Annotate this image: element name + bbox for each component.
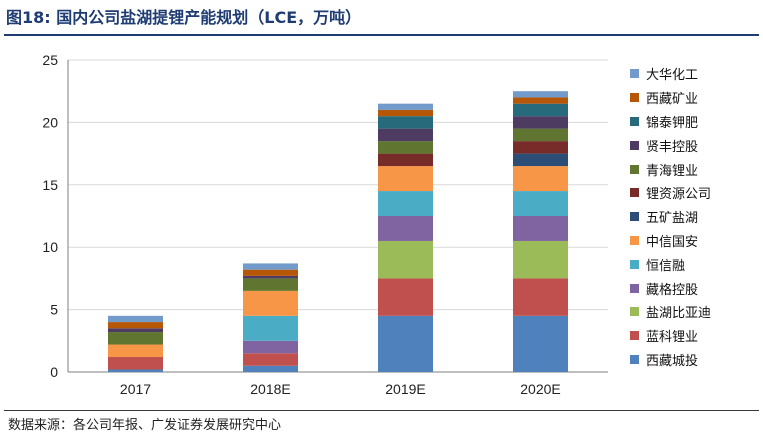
y-tick-label: 25 (42, 52, 58, 68)
legend-swatch (630, 283, 639, 293)
source-note: 数据来源：各公司年报、广发证券发展研究中心 (8, 418, 282, 433)
bar-segment-2020E (513, 191, 568, 216)
source-rule (4, 410, 759, 411)
legend-label: 西藏城投 (646, 353, 699, 369)
bar-segment-2018E (243, 365, 298, 372)
bar-segment-2017 (108, 344, 163, 358)
bar-segment-2019E (378, 141, 433, 154)
bar-segment-2020E (513, 153, 568, 167)
legend-item: 锦泰钾肥 (630, 110, 758, 134)
bar-segment-2019E (378, 109, 433, 117)
bar-segment-2020E (513, 166, 568, 192)
legend-item: 锂资源公司 (630, 181, 758, 205)
legend-item: 蓝科锂业 (630, 324, 758, 348)
legend-item: 青海锂业 (630, 157, 758, 181)
x-tick-label: 2017 (120, 381, 151, 397)
y-tick-label: 5 (50, 302, 58, 318)
legend-swatch (630, 331, 639, 341)
y-tick-label: 0 (50, 364, 58, 380)
legend-label: 藏格控股 (646, 282, 699, 298)
legend-item: 恒信融 (630, 252, 758, 276)
legend-label: 五矿盐湖 (646, 211, 699, 227)
legend-swatch (630, 259, 639, 269)
bar-segment-2019E (378, 315, 433, 372)
bar-segment-2020E (513, 141, 568, 154)
legend-label: 锂资源公司 (646, 187, 712, 203)
bar-segment-2017 (108, 357, 163, 370)
bar-segment-2018E (243, 278, 298, 291)
figure-title: 国内公司盐湖提锂产能规划（LCE，万吨） (56, 8, 362, 27)
x-tick-label: 2019E (385, 381, 425, 397)
bar-segment-2018E (243, 315, 298, 341)
bar-segment-2019E (378, 166, 433, 192)
legend-item: 藏格控股 (630, 276, 758, 300)
title-rule (4, 34, 759, 36)
legend-swatch (630, 69, 639, 79)
legend-label: 贤丰控股 (646, 139, 699, 155)
legend-label: 盐湖比亚迪 (646, 306, 712, 322)
bar-segment-2020E (513, 128, 568, 142)
bar-segment-2019E (378, 278, 433, 316)
bar-segment-2020E (513, 315, 568, 372)
legend-label: 蓝科锂业 (646, 330, 699, 346)
x-tick-label: 2020E (520, 381, 560, 397)
legend-label: 大华化工 (646, 68, 699, 84)
bar-segment-2018E (243, 263, 298, 270)
figure-label: 图18: (6, 8, 51, 27)
legend-item: 西藏矿业 (630, 86, 758, 110)
legend-swatch (630, 212, 639, 222)
y-tick-label: 10 (42, 239, 58, 255)
bar-segment-2018E (243, 269, 298, 276)
bar-segment-2019E (378, 191, 433, 216)
bar-segment-2019E (378, 128, 433, 142)
bar-segment-2019E (378, 153, 433, 167)
bar-segment-2020E (513, 116, 568, 129)
bar-segment-2018E (243, 290, 298, 316)
bar-segment-2019E (378, 240, 433, 279)
bar-segment-2020E (513, 278, 568, 316)
legend-item: 五矿盐湖 (630, 205, 758, 229)
legend-item: 盐湖比亚迪 (630, 300, 758, 324)
bar-segment-2019E (378, 216, 433, 241)
bar-segment-2018E (243, 340, 298, 354)
legend-item: 西藏城投 (630, 348, 758, 372)
legend-label: 西藏矿业 (646, 92, 699, 108)
legend-swatch (630, 93, 639, 103)
bar-segment-2017 (108, 328, 163, 333)
figure-title-bar: 图18: 国内公司盐湖提锂产能规划（LCE，万吨） (6, 4, 756, 30)
legend-swatch (630, 235, 639, 245)
legend-item: 中信国安 (630, 229, 758, 253)
bar-segment-2017 (108, 315, 163, 323)
legend-item: 大华化工 (630, 62, 758, 86)
bar-segment-2020E (513, 216, 568, 241)
bar-segment-2020E (513, 240, 568, 279)
chart-legend: 大华化工西藏矿业锦泰钾肥贤丰控股青海锂业锂资源公司五矿盐湖中信国安恒信融藏格控股… (630, 62, 758, 371)
bar-segment-2017 (108, 322, 163, 329)
legend-swatch (630, 164, 639, 174)
legend-label: 锦泰钾肥 (646, 115, 699, 131)
bar-segment-2020E (513, 97, 568, 104)
bar-segment-2018E (243, 275, 298, 279)
legend-swatch (630, 307, 639, 317)
x-tick-label: 2018E (250, 381, 290, 397)
legend-swatch (630, 188, 639, 198)
bar-segment-2020E (513, 103, 568, 117)
y-tick-label: 15 (42, 177, 58, 193)
stacked-bar-chart: 0 5 10 15 20 25 2017 2018E 2019E 2020E (42, 52, 608, 397)
bar-segment-2017 (108, 369, 163, 372)
legend-label: 中信国安 (646, 234, 699, 250)
bar-segment-2018E (243, 353, 298, 366)
bar-segment-2019E (378, 103, 433, 110)
legend-swatch (630, 140, 639, 150)
legend-label: 青海锂业 (646, 163, 699, 179)
legend-label: 恒信融 (646, 258, 686, 274)
y-tick-label: 20 (42, 114, 58, 130)
legend-swatch (630, 116, 639, 126)
bar-segment-2020E (513, 91, 568, 98)
bar-segment-2017 (108, 332, 163, 345)
legend-swatch (630, 354, 639, 364)
bar-segment-2019E (378, 116, 433, 129)
legend-item: 贤丰控股 (630, 133, 758, 157)
